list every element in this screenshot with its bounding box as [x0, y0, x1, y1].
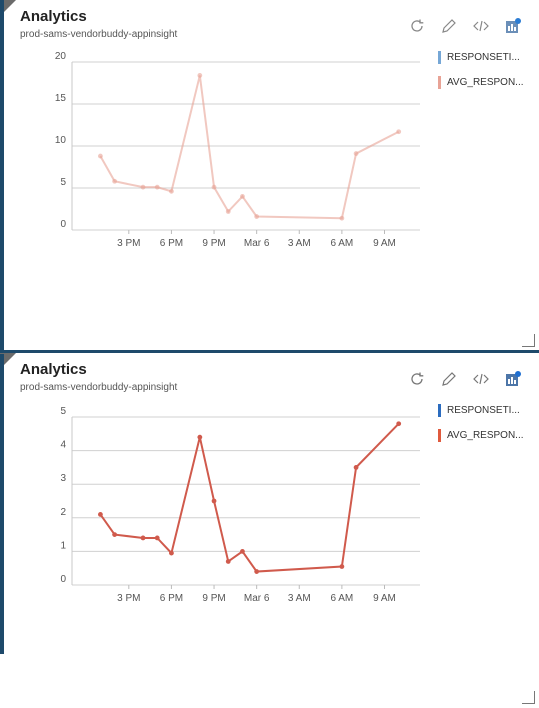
y-tick-label: 15 — [55, 93, 67, 104]
x-tick-label: Mar 6 — [244, 593, 270, 604]
data-point — [140, 184, 146, 190]
tile-toolbar — [407, 369, 523, 389]
legend-swatch — [438, 75, 441, 89]
x-tick-label: 6 PM — [160, 238, 183, 249]
legend-label: RESPONSETI... — [447, 51, 520, 63]
legend-label: RESPONSETI... — [447, 404, 520, 416]
refresh-icon[interactable] — [407, 16, 427, 36]
tile-toolbar — [407, 16, 523, 36]
x-tick-label: 9 PM — [202, 593, 225, 604]
data-point — [225, 209, 231, 214]
edit-icon[interactable] — [439, 369, 459, 389]
legend-swatch — [438, 428, 441, 442]
analytics-tile-bottom: Analytics prod-sams-vendorbuddy-appinsig… — [0, 353, 539, 708]
y-tick-label: 1 — [60, 540, 66, 551]
legend-swatch — [438, 403, 441, 417]
legend-label: AVG_RESPON... — [447, 429, 524, 441]
data-point — [254, 569, 260, 574]
chart-legend: RESPONSETI... AVG_RESPON... — [438, 47, 524, 97]
line-chart: 0 1 2 3 4 5 3 PM 6 PM 9 PM Mar 6 3 AM 6 AM 9 AM — [60, 406, 420, 604]
x-tick-label: 6 AM — [330, 593, 353, 604]
y-tick-label: 10 — [55, 135, 67, 146]
data-point — [339, 215, 345, 221]
y-tick-label: 5 — [60, 406, 66, 417]
analytics-tile-top: Analytics prod-sams-vendorbuddy-appinsig… — [0, 0, 539, 351]
x-tick-label: 6 PM — [160, 593, 183, 604]
data-point — [169, 188, 174, 194]
chart-legend: RESPONSETI... AVG_RESPON... — [438, 400, 524, 450]
data-point — [225, 559, 231, 564]
x-tick-label: 9 AM — [373, 238, 396, 249]
x-tick-label: 3 PM — [117, 593, 140, 604]
legend-item-avg-response[interactable]: AVG_RESPON... — [438, 72, 524, 92]
y-tick-label: 0 — [60, 574, 66, 585]
line-chart: 0 5 10 15 20 3 PM 6 PM 9 PM Mar 6 3 AM 6 AM 9 AM — [55, 51, 420, 249]
data-point — [197, 434, 203, 440]
y-tick-label: 4 — [60, 440, 66, 451]
refresh-icon[interactable] — [407, 369, 427, 389]
code-icon[interactable] — [471, 369, 491, 389]
data-point — [240, 194, 245, 199]
x-tick-label: 9 AM — [373, 593, 396, 604]
tile-subtitle: prod-sams-vendorbuddy-appinsight — [20, 382, 178, 393]
data-point — [154, 535, 160, 541]
tile-separator — [0, 350, 539, 354]
data-point — [396, 129, 402, 135]
data-point — [254, 214, 260, 219]
data-point — [353, 151, 359, 156]
resize-handle[interactable] — [522, 691, 535, 704]
edit-icon[interactable] — [439, 16, 459, 36]
tile-subtitle: prod-sams-vendorbuddy-appinsight — [20, 29, 178, 40]
x-tick-label: 3 AM — [288, 593, 311, 604]
legend-item-responsetime[interactable]: RESPONSETI... — [438, 400, 524, 420]
legend-item-responsetime[interactable]: RESPONSETI... — [438, 47, 524, 67]
x-tick-label: 9 PM — [202, 238, 225, 249]
data-point — [339, 564, 345, 569]
x-tick-label: 3 AM — [288, 238, 311, 249]
y-tick-label: 5 — [60, 177, 66, 188]
resize-handle[interactable] — [522, 334, 535, 347]
legend-item-avg-response[interactable]: AVG_RESPON... — [438, 425, 524, 445]
filter-icon[interactable] — [0, 353, 16, 369]
left-edge-bar — [0, 0, 4, 350]
y-tick-label: 3 — [60, 473, 66, 484]
x-tick-label: 6 AM — [330, 238, 353, 249]
series-line — [99, 423, 400, 573]
data-point — [211, 184, 217, 190]
data-point — [154, 184, 160, 190]
chart-gallery-icon[interactable] — [503, 16, 523, 36]
data-point — [169, 550, 174, 556]
tile-title: Analytics — [20, 361, 87, 378]
code-icon[interactable] — [471, 16, 491, 36]
legend-swatch — [438, 50, 441, 64]
tile-title: Analytics — [20, 8, 87, 25]
filter-icon[interactable] — [0, 0, 16, 16]
x-tick-label: Mar 6 — [244, 238, 270, 249]
data-point — [396, 421, 402, 427]
y-tick-label: 2 — [60, 507, 66, 518]
data-point — [112, 532, 118, 537]
left-edge-bar — [0, 354, 4, 654]
data-point — [98, 512, 103, 517]
data-point — [240, 549, 245, 554]
data-point — [211, 498, 217, 504]
chart-gallery-icon[interactable] — [503, 369, 523, 389]
data-point — [140, 535, 146, 541]
data-point — [197, 73, 203, 78]
legend-label: AVG_RESPON... — [447, 76, 524, 88]
x-tick-label: 3 PM — [117, 238, 140, 249]
y-tick-label: 0 — [60, 219, 66, 230]
data-point — [112, 178, 118, 184]
series-line — [99, 75, 400, 220]
data-point — [353, 465, 359, 470]
data-point — [98, 153, 103, 159]
y-tick-label: 20 — [55, 51, 67, 62]
